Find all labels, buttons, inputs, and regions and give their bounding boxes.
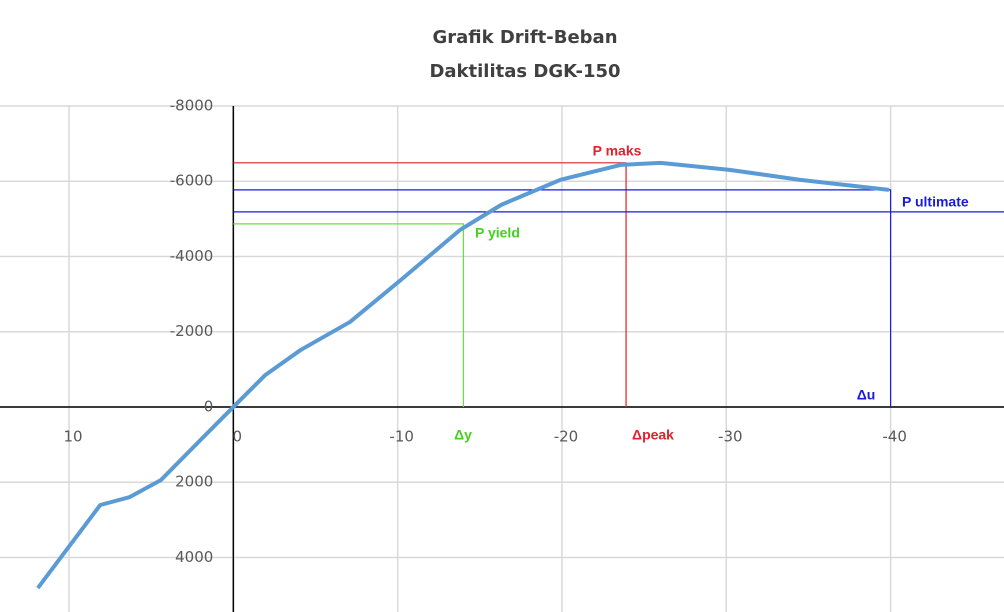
annotation: P yield xyxy=(475,225,520,241)
reference-line xyxy=(233,223,464,407)
y-tick-label: -6000 xyxy=(170,172,214,190)
x-tick-label: -40 xyxy=(882,427,907,445)
chart-subtitle: Daktilitas DGK-150 xyxy=(429,61,620,82)
y-tick-label: -2000 xyxy=(170,322,214,340)
annotation: Δpeak xyxy=(632,427,674,443)
y-tick-label: 2000 xyxy=(175,473,213,491)
annotation: P maks xyxy=(593,143,642,159)
y-tick-label: -4000 xyxy=(170,247,214,265)
annotation: P ultimate xyxy=(902,194,969,210)
y-tick-label: 0 xyxy=(204,397,214,415)
data-line xyxy=(36,160,890,590)
y-tick-label: -8000 xyxy=(170,97,214,115)
x-tick-label: -30 xyxy=(718,427,743,445)
reference-line xyxy=(233,162,627,407)
chart-title: Grafik Drift-Beban xyxy=(432,27,617,48)
annotation: Δy xyxy=(454,427,472,443)
x-tick-label: 0 xyxy=(233,427,243,445)
x-tick-label: -20 xyxy=(554,427,579,445)
y-tick-label: 4000 xyxy=(175,548,213,566)
x-tick-label: 10 xyxy=(63,427,82,445)
x-tick-label: -10 xyxy=(389,427,414,445)
annotation: Δu xyxy=(857,387,876,403)
reference-line xyxy=(233,189,892,407)
